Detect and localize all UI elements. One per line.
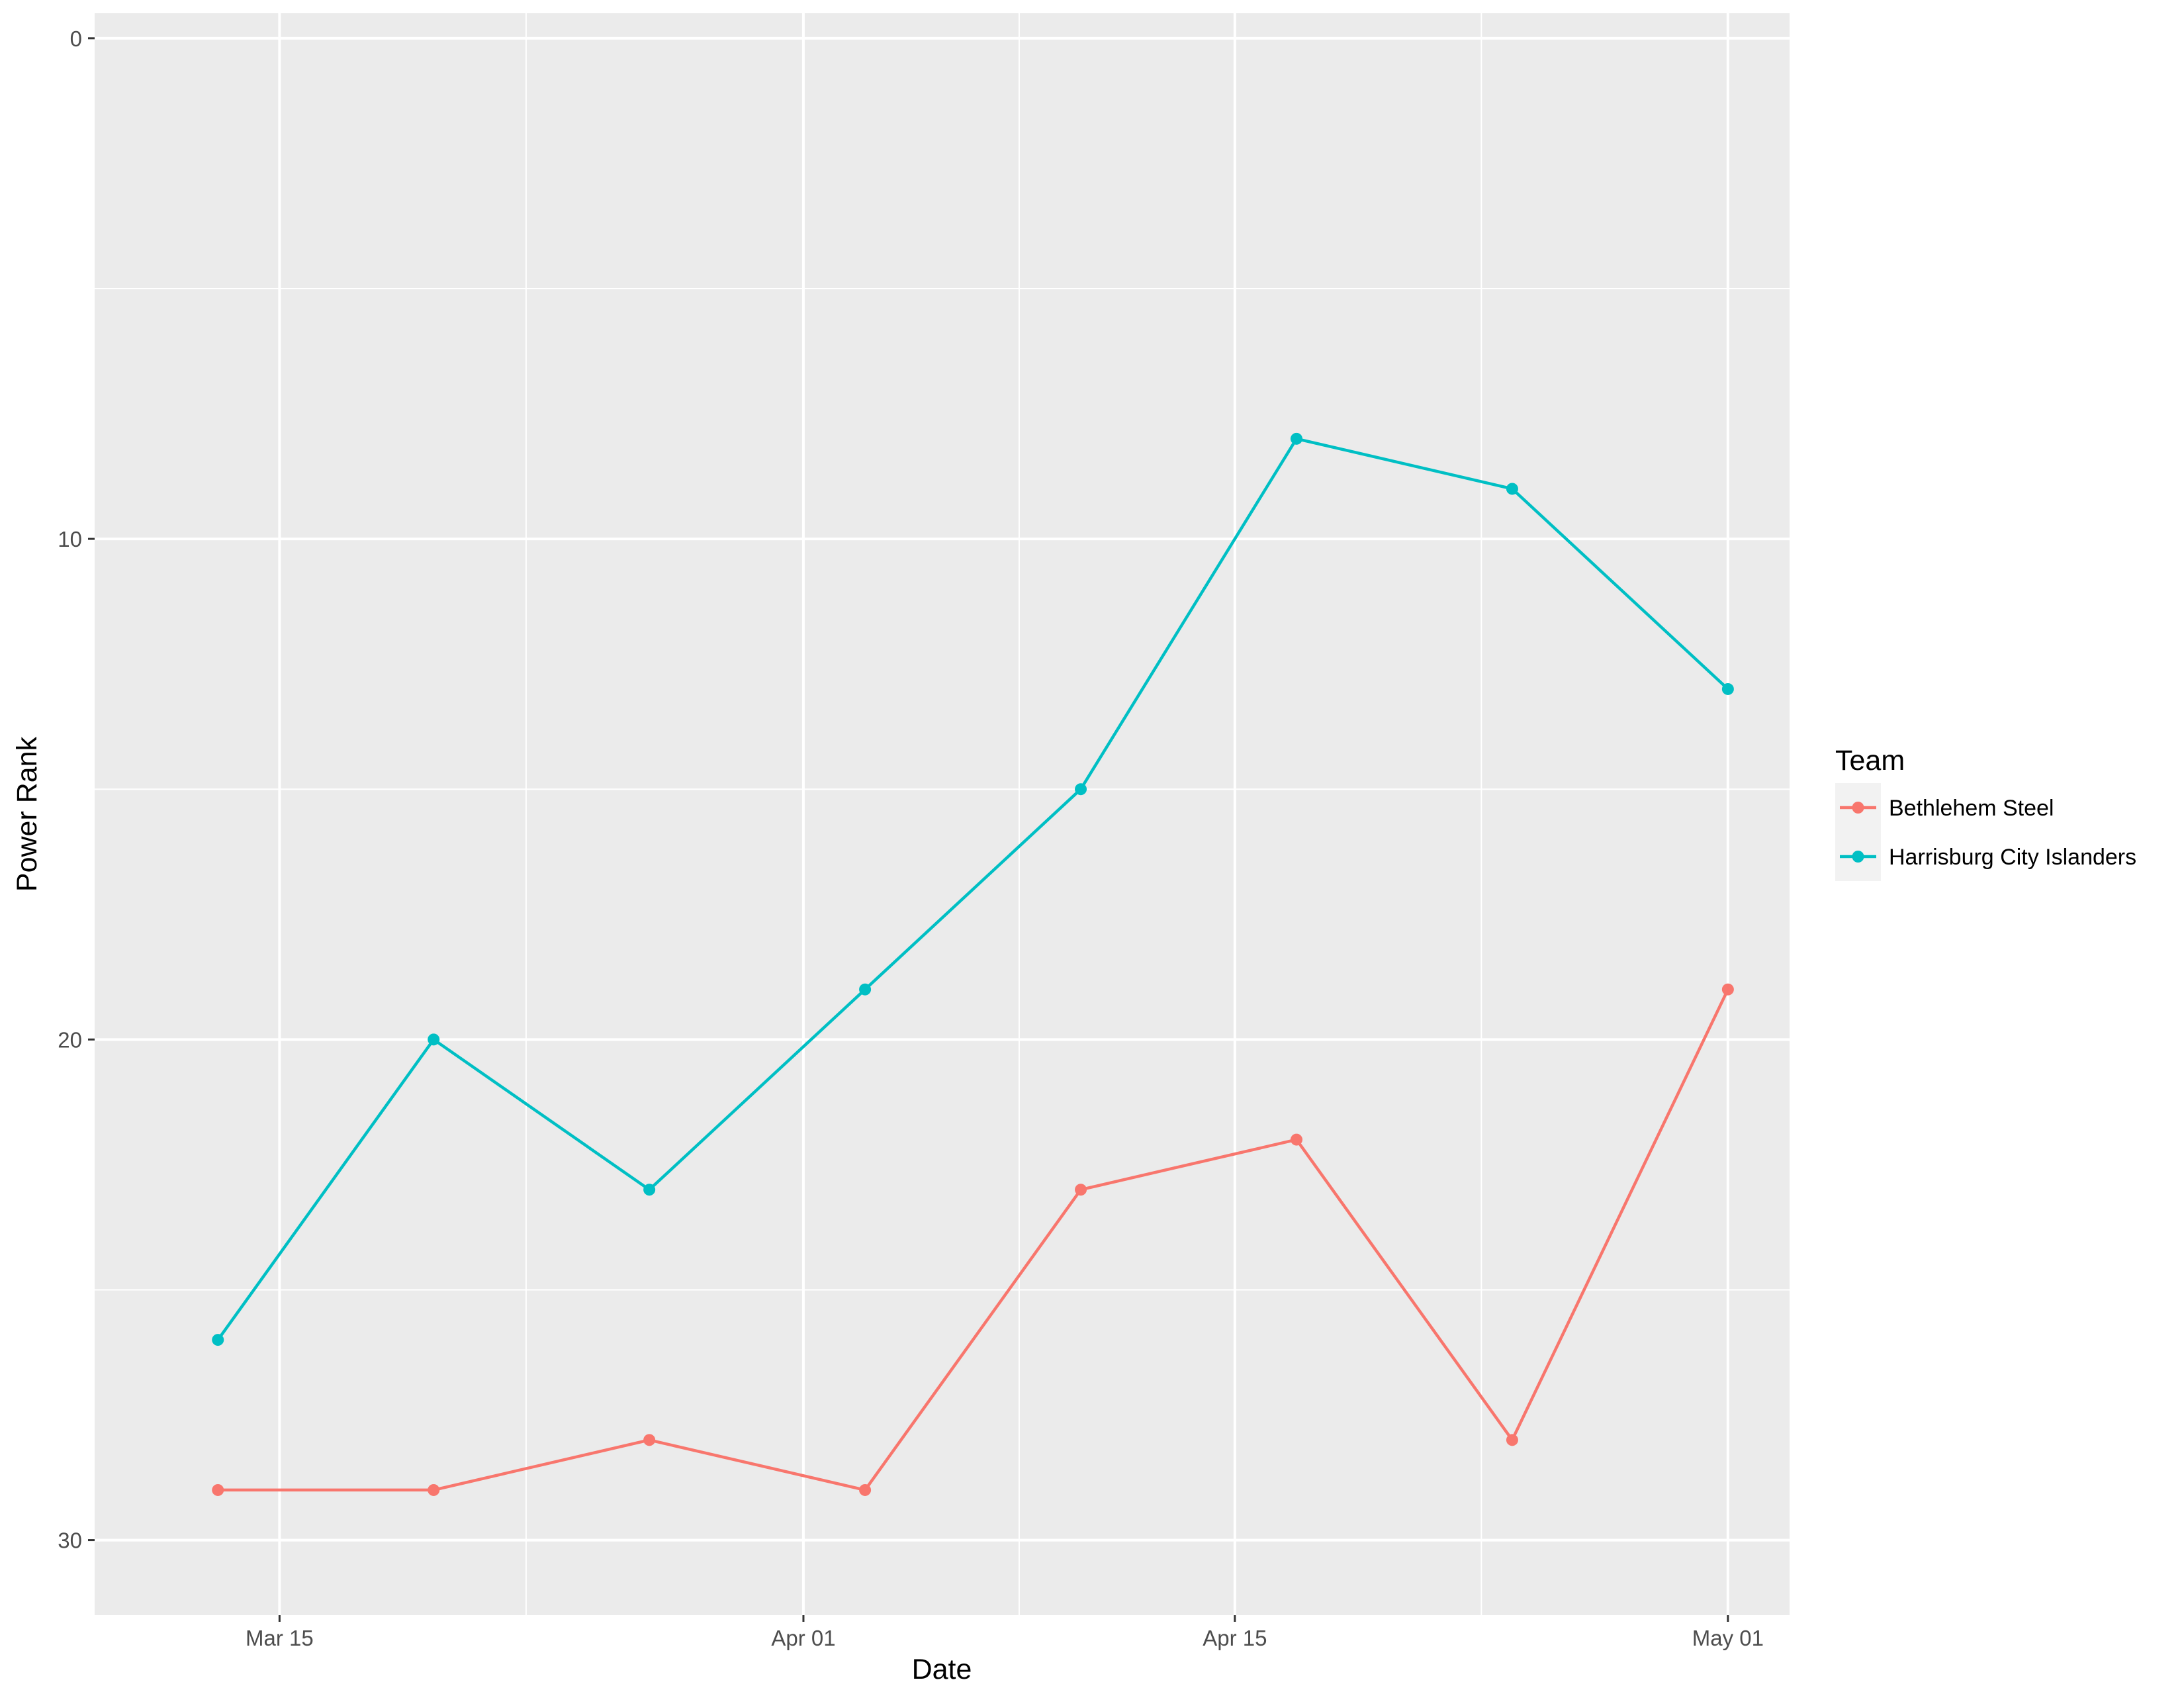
legend: Team Bethlehem Steel Harrisburg City Isla… [1835,745,2136,881]
data-point [1506,1434,1518,1446]
x-tick-label: May 01 [1692,1626,1764,1650]
series-bethlehem-steel [212,983,1734,1496]
data-point [212,1334,224,1346]
major-grid [95,13,1790,1615]
y-tick-label: 0 [70,26,82,51]
data-point [1721,983,1734,996]
x-tick-label: Apr 01 [771,1626,835,1650]
x-tick-label: Apr 15 [1203,1626,1267,1650]
series-layer [212,432,1734,1496]
data-point [1075,783,1087,796]
minor-grid [95,13,1790,1615]
y-axis-title: Power Rank [11,736,43,892]
data-point [1290,1133,1302,1146]
data-point [1506,483,1518,495]
data-point [643,1184,656,1196]
y-tick-label: 20 [58,1027,82,1052]
data-point [1721,682,1734,695]
x-axis-title: Date [912,1654,972,1685]
series-harrisburg-city-islanders [212,432,1734,1346]
legend-key-point [1852,851,1864,863]
x-axis: Mar 15 Apr 01 Apr 15 May 01 [246,1615,1764,1650]
y-axis: 0 10 20 30 [58,26,95,1553]
data-point [428,1483,440,1496]
legend-key-point [1852,802,1864,814]
data-point [859,983,872,996]
x-tick-label: Mar 15 [246,1626,314,1650]
legend-title: Team [1835,745,1905,776]
data-point [1075,1184,1087,1196]
series-line [216,437,1729,1341]
data-point [1290,432,1302,445]
data-point [643,1434,656,1446]
data-point [428,1033,440,1046]
y-tick-label: 30 [58,1528,82,1553]
plot-panel [95,13,1790,1615]
legend-label: Harrisburg City Islanders [1889,845,2136,870]
y-tick-label: 10 [58,527,82,551]
legend-label: Bethlehem Steel [1889,796,2054,821]
data-point [859,1483,872,1496]
data-point [212,1483,224,1496]
series-line [218,988,1729,1492]
